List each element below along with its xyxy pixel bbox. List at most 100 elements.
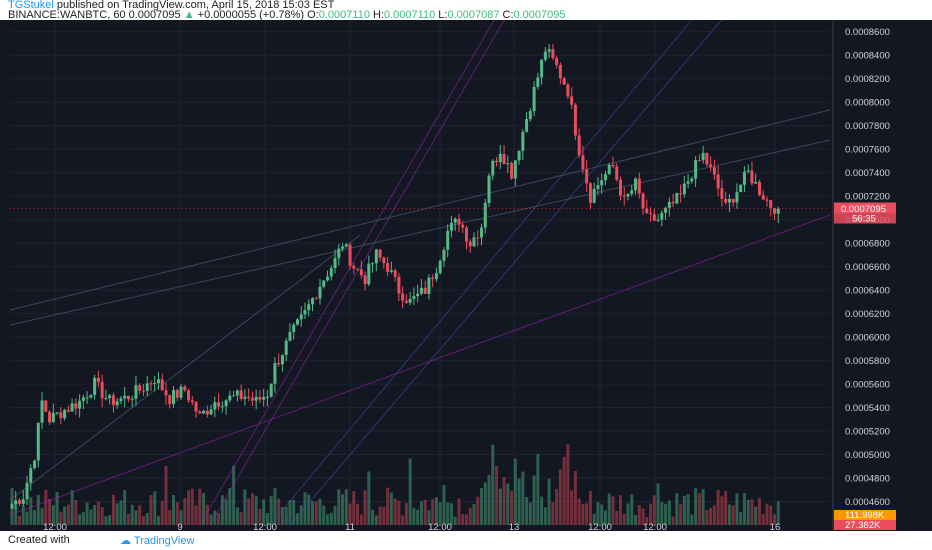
volume-bar [141,516,145,525]
trendline-gray-upper[interactable] [9,109,831,311]
price-tick-label: 0.0008200 [845,74,890,85]
volume-tag2: 27.382K [845,520,881,531]
volume-bar [686,494,690,525]
volume-bar [528,502,532,525]
candle-body [600,180,604,186]
candle-body [525,119,529,132]
candle-body [284,340,288,356]
candle-body [243,396,247,399]
volume-bar [202,492,206,525]
up-arrow-icon: ▲ [183,9,195,21]
candle-body [134,385,138,399]
trendline-blue-2[interactable] [289,20,730,526]
price-tick-label: 0.0006600 [845,262,890,273]
price-axis[interactable]: 0.0008600 0.0008400 0.0008200 0.0008000 0.00… [845,27,890,508]
volume-bar [600,504,604,525]
candle-body [622,195,626,197]
candle-body [119,398,123,402]
volume-bar [205,504,209,525]
volume-bar [333,505,337,525]
price-chart[interactable]: 0.0008600 0.0008400 0.0008200 0.0008000 0.00… [0,20,932,531]
candle-body [449,222,453,231]
candle-body [66,409,70,412]
candle-body [652,214,656,221]
time-tick-label: 13 [509,522,520,531]
volume-bar [461,514,465,525]
volume-bar [130,504,134,525]
volume-bar [449,503,453,525]
volume-bar [21,505,25,525]
candle-body [322,280,326,287]
footer: Created with ☁ TradingView [0,531,932,550]
volume-bar [555,489,559,525]
volume-bar [618,495,622,525]
candle-body [172,390,176,405]
candle-body [209,409,213,415]
candle-body [637,178,641,194]
volume-bar [634,514,638,525]
trendline-blue-1[interactable] [269,20,700,526]
candle-body [562,78,566,85]
candle-body [141,390,145,392]
candle-body [329,268,333,277]
candle-body [303,310,307,315]
candle-body [367,263,371,285]
volume-bar [427,510,431,525]
candle-body [412,296,416,299]
candle-body [517,150,521,161]
price-tick-label: 0.0006200 [845,309,890,320]
candle-body [217,402,221,407]
volume-bar [397,500,401,525]
volume-bar [637,505,641,525]
volume-bar [543,507,547,525]
candle-body [521,131,525,151]
l-value: 0.0007087 [447,9,500,21]
candle-body [85,397,89,399]
volume-bar [404,503,408,525]
time-tick-label: 16 [770,522,781,531]
volume-bar [108,515,112,525]
volume-tag: 111.998K [845,510,885,521]
candle-body [634,178,638,191]
volume-bar [70,490,74,525]
volume-bar [645,516,649,525]
symbol-label[interactable]: BINANCE:WANBTC, 60 [8,9,126,21]
volume-bar [89,509,93,525]
volume-bar [615,510,619,525]
candle-body [25,482,29,500]
volume-bar [502,476,506,525]
volume-bar [217,512,221,525]
candle-body [96,377,100,382]
volume-bar [48,499,52,525]
candle-body [487,175,491,203]
time-tick-label: 12:00 [43,522,67,531]
volume-bar [179,510,183,525]
volume-bar [457,498,461,525]
candle-body [457,218,461,225]
candle-body [228,395,232,401]
author-link[interactable]: TGStukel [8,0,54,11]
volume-bar [63,506,67,525]
candle-body [115,401,119,406]
time-axis[interactable]: 12:00 9 12:00 11 12:00 13 12:00 12:00 16 [43,522,780,531]
time-tick-label: 9 [177,522,182,531]
candle-body [547,49,551,52]
trendline-gray-lower[interactable] [9,234,361,501]
candle-body [513,160,517,179]
candle-body [235,390,239,396]
volume-bar [547,478,551,525]
trendline-gray-mid[interactable] [9,139,831,326]
volume-bar [213,510,217,525]
volume-bar [701,489,705,525]
candle-body [419,287,423,294]
volume-bar [491,444,495,525]
volume-bar [464,514,468,525]
last-price-tag: 0.0007095 [841,204,886,215]
volume-bar [408,458,412,525]
tradingview-logo[interactable]: ☁ TradingView [120,534,194,547]
candle-body [40,400,44,423]
trendline-magenta-channel[interactable] [9,214,831,516]
trendline-magenta-2[interactable] [209,20,510,526]
volume-bar [262,499,266,525]
volume-bar [532,475,536,525]
